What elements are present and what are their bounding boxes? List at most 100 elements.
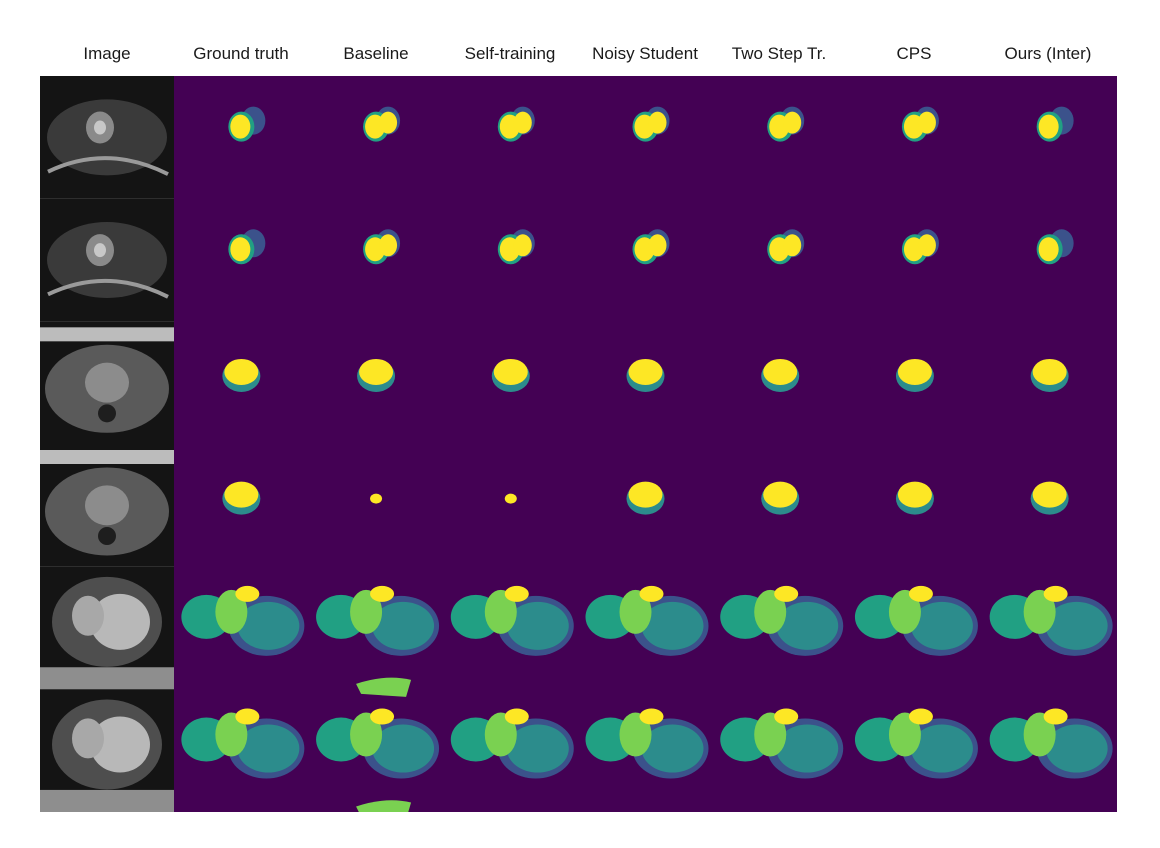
mask-la xyxy=(215,589,248,634)
mask-prostate-core xyxy=(1032,358,1067,385)
mask-prostate-small xyxy=(370,493,383,504)
mri-skin xyxy=(40,327,174,342)
mask-la xyxy=(1023,589,1056,634)
mask-aorta xyxy=(639,708,664,725)
mask-la xyxy=(215,712,248,757)
mask-lv-cavity xyxy=(506,601,569,650)
col-header-ground-truth: Ground truth xyxy=(193,44,289,63)
mask-prostate-core xyxy=(897,358,932,385)
mask-lv-cavity xyxy=(372,601,435,650)
image-grid xyxy=(40,76,1117,812)
mask-la xyxy=(619,589,652,634)
mri-lower-tissue xyxy=(40,789,174,812)
mask-aorta xyxy=(504,708,529,725)
mask-ventricle-2 xyxy=(783,234,802,257)
mask-la xyxy=(619,712,652,757)
mask-aorta xyxy=(235,585,260,602)
mask-ventricle-2 xyxy=(648,111,667,134)
mask-aorta xyxy=(1043,708,1068,725)
mask-la xyxy=(888,712,921,757)
mri-rectum xyxy=(98,527,116,545)
mri-atrium xyxy=(72,718,104,759)
mask-prostate-core xyxy=(763,481,798,508)
mask-lv-cavity xyxy=(237,601,300,650)
grid-svg xyxy=(40,76,1117,812)
mask-lv-cavity xyxy=(776,724,839,773)
mri-rectum xyxy=(98,404,116,423)
mask-ventricle-2 xyxy=(917,111,936,134)
mri-skin xyxy=(40,450,174,464)
mask-prostate-core xyxy=(628,358,663,385)
mask-ventricle xyxy=(1038,114,1059,139)
segmentation-background xyxy=(174,76,1117,812)
col-header-image: Image xyxy=(83,44,131,63)
mask-ventricle-2 xyxy=(917,234,936,257)
mri-ventricle xyxy=(94,120,106,135)
mask-lv-cavity xyxy=(1045,724,1108,773)
col-header-cps: CPS xyxy=(896,44,932,63)
mask-ventricle-2 xyxy=(379,111,398,134)
mask-lv-cavity xyxy=(237,724,300,773)
mask-ventricle-2 xyxy=(648,234,667,257)
mask-aorta xyxy=(639,585,664,602)
mask-noise xyxy=(356,677,412,697)
col-header-noisy-student: Noisy Student xyxy=(592,44,698,63)
mask-ventricle xyxy=(230,237,251,262)
mask-lv-cavity xyxy=(372,724,435,773)
mask-prostate-core xyxy=(763,358,798,385)
mask-lv-cavity xyxy=(776,601,839,650)
mask-prostate-core xyxy=(224,358,259,385)
mask-prostate-core xyxy=(224,481,259,508)
mri-heart-chamber xyxy=(90,593,150,650)
mask-ventricle xyxy=(230,114,251,139)
mask-ventricle-2 xyxy=(513,111,532,134)
mask-prostate-core xyxy=(359,358,394,385)
mask-lv-cavity xyxy=(641,601,704,650)
mask-noise xyxy=(356,800,412,812)
mask-lv-cavity xyxy=(641,724,704,773)
mask-aorta xyxy=(235,708,260,725)
mask-ventricle xyxy=(1038,237,1059,262)
mask-la xyxy=(484,712,517,757)
mask-lv-cavity xyxy=(506,724,569,773)
col-header-two-step: Two Step Tr. xyxy=(731,44,827,63)
mri-heart-chamber xyxy=(90,716,150,773)
mask-ventricle-2 xyxy=(513,234,532,257)
mask-aorta xyxy=(504,585,529,602)
mask-prostate-core xyxy=(493,358,528,385)
mri-lower-tissue xyxy=(40,667,174,690)
col-header-baseline: Baseline xyxy=(343,44,409,63)
mask-aorta xyxy=(370,585,395,602)
mask-aorta xyxy=(774,708,799,725)
mask-aorta xyxy=(370,708,395,725)
mask-lv-cavity xyxy=(1045,601,1108,650)
mri-prostate xyxy=(85,485,129,526)
mask-aorta xyxy=(908,708,933,725)
mask-la xyxy=(350,589,383,634)
mask-aorta xyxy=(774,585,799,602)
mri-ventricle xyxy=(94,243,106,258)
mri-tissue xyxy=(47,156,169,176)
col-header-ours-inter: Ours (Inter) xyxy=(1004,44,1092,63)
mask-la xyxy=(1023,712,1056,757)
mask-prostate-core xyxy=(628,481,663,508)
mask-lv-cavity xyxy=(910,601,973,650)
mask-ventricle-2 xyxy=(379,234,398,257)
mask-la xyxy=(888,589,921,634)
mask-aorta xyxy=(908,585,933,602)
mask-ventricle-2 xyxy=(783,111,802,134)
mask-la xyxy=(484,589,517,634)
mri-tissue xyxy=(47,278,169,299)
mask-prostate-core xyxy=(897,481,932,508)
mri-prostate xyxy=(85,362,129,403)
mask-prostate-small xyxy=(504,493,517,504)
mri-atrium xyxy=(72,595,104,636)
mask-prostate-core xyxy=(1032,481,1067,508)
mask-lv-cavity xyxy=(910,724,973,773)
mask-aorta xyxy=(1043,585,1068,602)
col-header-self-training: Self-training xyxy=(464,44,556,63)
mask-la xyxy=(754,589,787,634)
mask-la xyxy=(350,712,383,757)
mask-la xyxy=(754,712,787,757)
